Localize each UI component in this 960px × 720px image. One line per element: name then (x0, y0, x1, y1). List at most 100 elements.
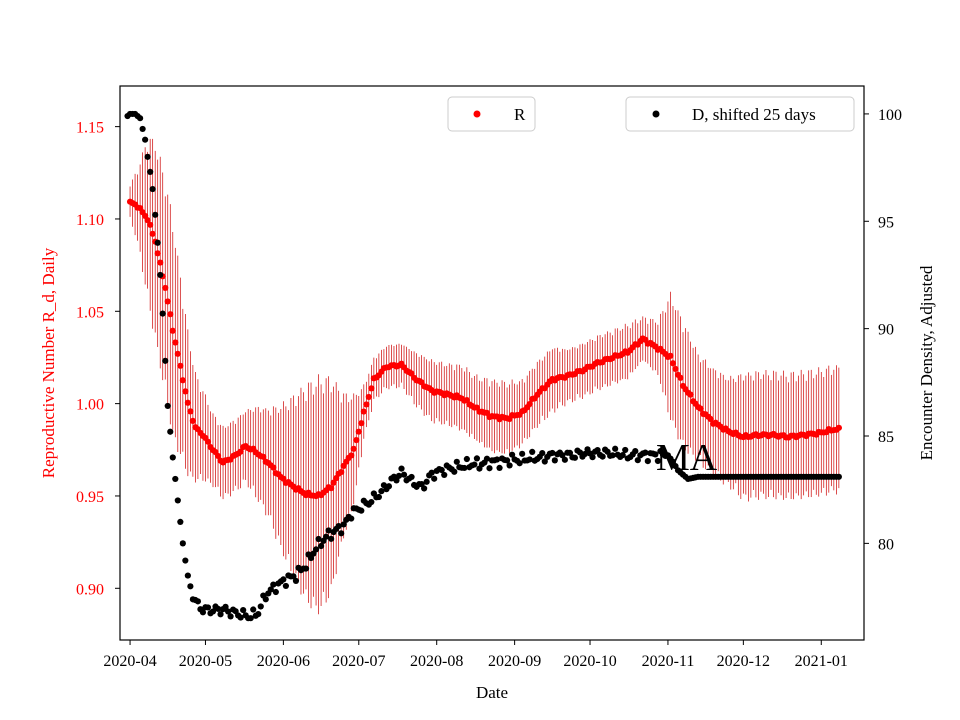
d-point (323, 533, 330, 540)
d-point (516, 460, 523, 467)
d-point (224, 608, 232, 615)
d-point (315, 535, 322, 543)
d-point (292, 577, 300, 585)
left-y-tick-label: 0.90 (76, 581, 104, 598)
d-point (486, 465, 493, 472)
r-point (189, 417, 196, 425)
legend-d-marker (652, 110, 660, 118)
d-point (421, 485, 428, 492)
d-point (172, 475, 179, 483)
d-point (571, 454, 579, 461)
r-point (149, 230, 156, 237)
d-point (152, 211, 159, 218)
d-point (340, 521, 347, 528)
r-point (365, 393, 372, 401)
r-point (179, 377, 186, 384)
r-point (167, 311, 174, 318)
r-point (353, 436, 360, 444)
r-point (169, 327, 176, 334)
x-tick-label: 2020-12 (717, 653, 770, 670)
plot-frame (119, 85, 865, 641)
x-axis: 2020-04 2020-05 2020-06 2020-07 2020-08 2020-… (103, 640, 848, 670)
x-tick-label: 2020-04 (103, 653, 156, 670)
d-point (496, 464, 503, 472)
d-point (177, 518, 184, 525)
r-point (157, 259, 164, 266)
right-y-axis: 80 85 90 95 100 (864, 107, 902, 553)
legend-r-box (447, 96, 536, 132)
d-point (255, 610, 262, 618)
r-point (363, 401, 370, 408)
d-point (438, 466, 445, 474)
d-point (217, 611, 224, 618)
d-point (154, 239, 161, 246)
r-point (358, 420, 365, 427)
d-point (204, 604, 212, 611)
state-annotation: MA (656, 437, 718, 479)
d-point (237, 614, 244, 621)
left-y-tick-label: 1.05 (76, 304, 104, 321)
d-point (509, 451, 516, 458)
d-point (144, 153, 151, 160)
d-point (400, 471, 408, 478)
legend-r-marker (473, 110, 481, 118)
d-point (398, 465, 405, 472)
d-point (503, 457, 511, 464)
d-point (174, 497, 181, 504)
d-point (493, 456, 501, 463)
x-tick-label: 2020-05 (179, 653, 232, 670)
r-point (707, 415, 714, 423)
r-point (172, 339, 179, 346)
d-point (137, 115, 144, 122)
d-point (632, 448, 639, 455)
d-point (290, 573, 297, 580)
d-point (149, 185, 156, 193)
left-y-tick-label: 1.10 (76, 212, 104, 229)
legend-d: D, shifted 25 days (625, 96, 855, 132)
d-point (247, 615, 254, 622)
d-point (375, 493, 382, 501)
d-point (483, 455, 491, 462)
r-point (835, 424, 842, 431)
d-point (634, 457, 641, 464)
d-point (257, 603, 264, 610)
d-point (162, 357, 169, 364)
d-point (368, 498, 375, 506)
x-tick-label: 2021-01 (795, 653, 848, 670)
left-y-tick-label: 0.95 (76, 489, 104, 506)
r-point (184, 399, 191, 406)
d-point (338, 530, 345, 537)
r-point (677, 374, 684, 381)
d-point (222, 603, 229, 610)
d-point (147, 168, 154, 175)
d-point (142, 136, 149, 143)
r-point (154, 250, 161, 257)
left-y-axis: 0.90 0.95 1.00 1.05 1.10 1.15 (76, 120, 120, 598)
d-point (612, 445, 619, 452)
d-point (561, 456, 568, 463)
d-point (393, 477, 400, 484)
r-point (214, 452, 222, 460)
d-point (423, 478, 430, 485)
d-point (451, 468, 458, 475)
d-point (167, 428, 174, 435)
r-point (162, 284, 169, 292)
d-point (622, 446, 629, 454)
d-point (169, 454, 176, 461)
d-point (194, 598, 202, 605)
right-y-tick-label: 95 (878, 214, 894, 231)
r-point (368, 385, 375, 392)
d-point (280, 576, 287, 583)
plot-area (120, 86, 864, 640)
r-point (669, 360, 677, 367)
d-point (581, 450, 589, 458)
d-point (328, 535, 335, 542)
d-point (619, 452, 626, 459)
d-point (549, 449, 556, 457)
d-point (539, 450, 546, 457)
d-point (551, 457, 558, 464)
d-point (428, 469, 435, 476)
right-y-tick-label: 80 (878, 536, 894, 553)
d-point (609, 452, 616, 459)
d-point (473, 455, 481, 462)
